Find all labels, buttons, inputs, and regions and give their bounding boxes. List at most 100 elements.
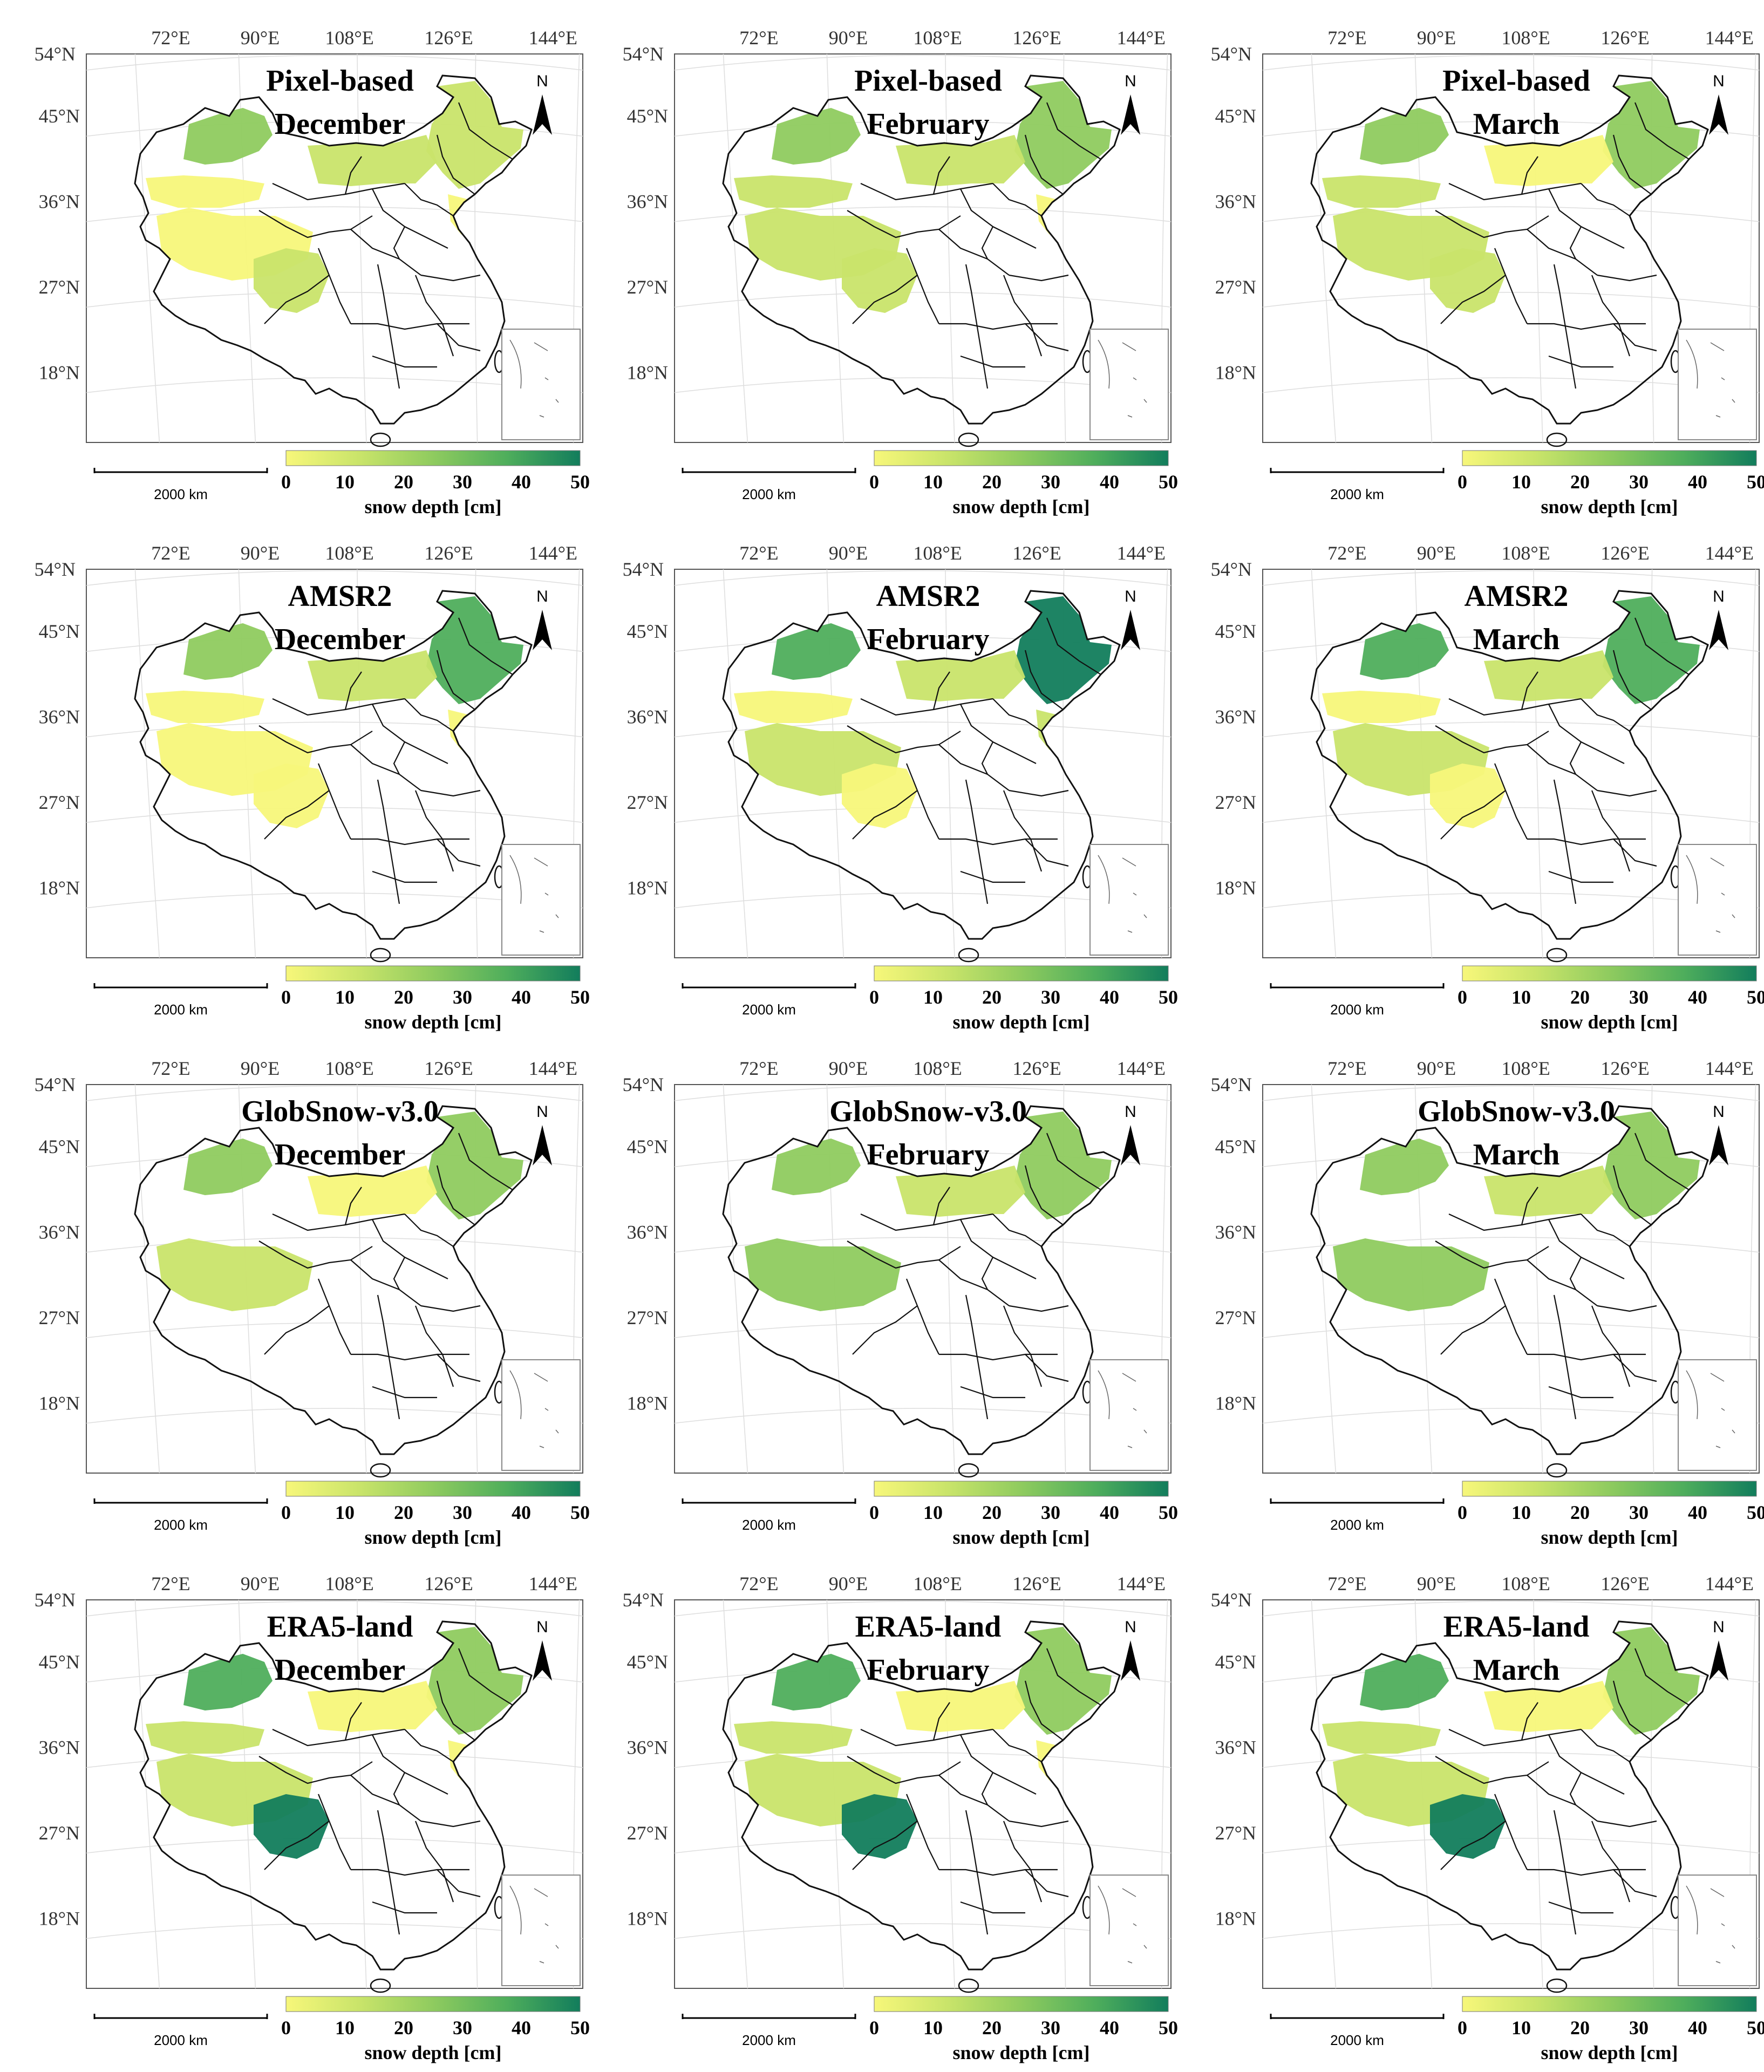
province-boundary [905,248,939,324]
country-boundary [722,1620,1121,1971]
province-boundary [1597,789,1657,797]
province-boundary [981,226,993,260]
panel-product-title: GlobSnow-v3.0 [829,1095,1027,1128]
province-boundary [938,229,1010,276]
province-boundary [1527,323,1646,330]
province-boundary [1440,1305,1506,1355]
snow-depth-map: 72°E 90°E 108°E 126°E 144°E 54°N 45°N 36°N 27°N 1… [1211,542,1764,1033]
colorbar-tick-label: 20 [982,2017,1002,2039]
colorbar-label: snow depth [cm] [364,1011,501,1033]
colorbar-tick-label: 30 [453,471,472,493]
latitude-label: 45°N [1215,105,1256,127]
snow-region-north [896,135,1025,186]
map-panel: 72°E 90°E 108°E 126°E 144°E 54°N 45°N 36°N 27°N 1… [604,1557,1187,2072]
north-arrow-icon [533,94,552,135]
latitude-label: 18°N [39,1907,80,1929]
colorbar-label: snow depth [cm] [952,1011,1089,1033]
panel-month-title: February [867,1138,989,1171]
province-boundary [1003,790,1043,872]
north-arrow-icon [1121,1125,1140,1166]
snow-region-tibet [1333,1238,1489,1311]
province-boundary [1435,725,1549,754]
latitude-label: 18°N [627,1392,668,1414]
snow-region-xinjiang-south [734,691,853,723]
colorbar-tick-label: 0 [1457,1502,1467,1523]
map-content [134,1105,533,1478]
province-boundary [344,671,362,710]
snow-region-se-tibet [842,1794,917,1859]
colorbar [1462,1481,1757,1497]
snow-region-xinjiang-south [734,175,853,208]
colorbar-tick-label: 10 [1511,2017,1531,2039]
province-boundary [1569,741,1582,775]
map-content [1310,1105,1709,1478]
province-boundary [1591,1821,1631,1903]
longitude-label: 90°E [829,1058,868,1079]
parallel-line [86,570,583,586]
colorbar [285,1996,581,2012]
latitude-label: 54°N [1211,558,1252,580]
snow-region-xinjiang-north [772,623,861,680]
longitude-label: 108°E [1501,1573,1550,1594]
province-boundary [414,1821,454,1903]
snow-depth-map: 72°E 90°E 108°E 126°E 144°E 54°N 45°N 36°N 27°N 1… [35,27,590,517]
colorbar-tick-label: 40 [512,471,531,493]
latitude-label: 54°N [1211,43,1252,65]
colorbar-tick-label: 30 [1041,986,1060,1008]
longitude-label: 90°E [829,27,868,49]
latitude-label: 45°N [627,1651,668,1673]
longitude-label: 144°E [1705,1573,1754,1594]
scale-bar-label: 2000 km [742,486,796,502]
panel-product-title: ERA5-land [267,1610,413,1644]
province-boundary [437,323,481,352]
map-panel: 72°E 90°E 108°E 126°E 144°E 54°N 45°N 36°N 27°N 1… [16,526,599,1041]
inset-islands [1098,339,1147,418]
province-boundary [1024,134,1064,195]
province-boundary [317,1794,351,1870]
snow-region-northeast [426,1112,523,1219]
north-arrow-label: N [1713,1618,1725,1636]
snow-region-northeast [426,1627,523,1735]
snow-region-northeast [1014,596,1112,704]
scale-bar-label: 2000 km [742,1001,796,1018]
province-boundary [377,1294,400,1420]
meridian-line [134,53,160,443]
province-boundary [1440,790,1506,840]
province-boundary [938,744,1010,791]
north-arrow-label: N [1713,72,1725,90]
meridian-line [134,1599,160,1989]
province-boundary [938,1259,1010,1306]
province-boundary [393,226,405,260]
country-boundary [722,590,1121,940]
province-boundary [1591,790,1631,872]
colorbar-tick-label: 10 [335,986,355,1008]
north-arrow-label: N [536,588,548,605]
north-arrow-label: N [1125,72,1136,90]
country-boundary [1310,590,1709,940]
snow-region-north [308,650,437,701]
province-boundary [1581,1214,1630,1247]
snow-region-northeast [426,81,523,189]
hainan-island [370,948,391,963]
province-boundary [350,1259,421,1306]
colorbar [285,450,581,466]
panel-month-title: December [275,1138,406,1171]
longitude-label: 90°E [1417,27,1456,49]
province-boundary [960,1386,1025,1399]
snow-depth-map: 72°E 90°E 108°E 126°E 144°E 54°N 45°N 36°N 27°N 1… [35,1058,590,1548]
colorbar-tick-label: 40 [1100,986,1119,1008]
colorbar [1462,450,1757,466]
longitude-label: 144°E [1705,1058,1754,1079]
colorbar-tick-label: 20 [982,986,1002,1008]
meridian-line [134,569,160,958]
colorbar-label: snow depth [cm] [1541,496,1678,517]
latitude-label: 54°N [623,43,664,65]
province-boundary [1581,183,1630,216]
snow-region-se-tibet [1430,764,1506,828]
colorbar-tick-label: 0 [869,471,879,493]
hainan-island [1546,432,1568,447]
snow-region-tibet [745,1238,901,1311]
snow-region-northeast [1603,596,1700,704]
province-boundary [404,183,454,216]
colorbar-tick-label: 20 [394,2017,413,2039]
